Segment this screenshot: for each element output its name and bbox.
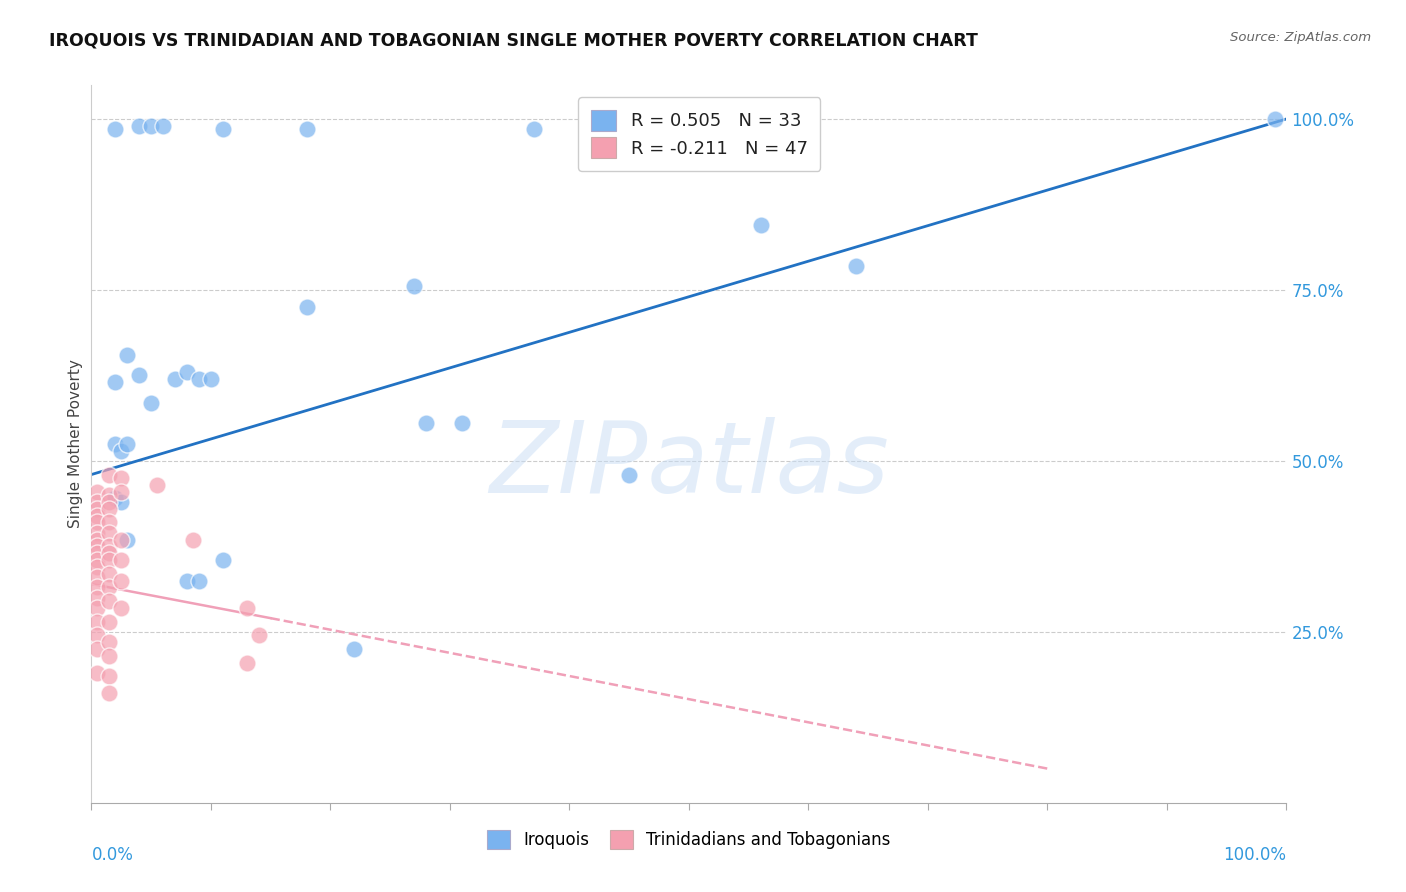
- Point: [235, 656, 259, 670]
- Point: [187, 372, 211, 386]
- Point: [295, 122, 318, 136]
- Point: [110, 495, 132, 509]
- Text: 0.0%: 0.0%: [91, 846, 134, 863]
- Y-axis label: Single Mother Poverty: Single Mother Poverty: [67, 359, 83, 528]
- Point: [86, 560, 108, 574]
- Point: [98, 495, 121, 509]
- Point: [110, 533, 132, 547]
- Point: [98, 525, 121, 540]
- Point: [98, 594, 121, 608]
- Point: [86, 665, 108, 680]
- Point: [98, 566, 121, 581]
- Point: [104, 491, 127, 506]
- Point: [110, 471, 132, 485]
- Point: [98, 553, 121, 567]
- Point: [404, 279, 426, 293]
- Point: [86, 591, 108, 605]
- Point: [98, 539, 121, 553]
- Text: ZIPatlas: ZIPatlas: [489, 417, 889, 514]
- Text: 100.0%: 100.0%: [1223, 846, 1286, 863]
- Text: IROQUOIS VS TRINIDADIAN AND TOBAGONIAN SINGLE MOTHER POVERTY CORRELATION CHART: IROQUOIS VS TRINIDADIAN AND TOBAGONIAN S…: [49, 31, 979, 49]
- Point: [141, 119, 162, 133]
- Point: [86, 628, 108, 642]
- Point: [98, 635, 121, 649]
- Point: [146, 478, 169, 492]
- Point: [343, 642, 366, 657]
- Point: [187, 574, 211, 588]
- Point: [163, 372, 186, 386]
- Point: [104, 436, 127, 450]
- Legend: Iroquois, Trinidadians and Tobagonians: Iroquois, Trinidadians and Tobagonians: [481, 823, 897, 855]
- Point: [86, 601, 108, 615]
- Point: [98, 488, 121, 502]
- Point: [98, 581, 121, 595]
- Point: [211, 122, 233, 136]
- Point: [98, 669, 121, 683]
- Point: [86, 642, 108, 657]
- Point: [98, 615, 121, 629]
- Point: [152, 119, 174, 133]
- Point: [98, 648, 121, 663]
- Point: [86, 553, 108, 567]
- Point: [1264, 112, 1286, 126]
- Point: [523, 122, 546, 136]
- Point: [845, 259, 868, 273]
- Point: [86, 525, 108, 540]
- Point: [98, 467, 121, 482]
- Point: [86, 533, 108, 547]
- Point: [115, 533, 138, 547]
- Point: [86, 495, 108, 509]
- Point: [98, 516, 121, 530]
- Point: [86, 501, 108, 516]
- Point: [115, 348, 138, 362]
- Point: [176, 574, 198, 588]
- Point: [235, 601, 259, 615]
- Point: [104, 376, 127, 390]
- Point: [176, 365, 198, 379]
- Text: Source: ZipAtlas.com: Source: ZipAtlas.com: [1230, 31, 1371, 45]
- Point: [181, 533, 204, 547]
- Point: [110, 601, 132, 615]
- Point: [86, 484, 108, 499]
- Point: [128, 368, 150, 383]
- Point: [98, 546, 121, 560]
- Point: [141, 396, 162, 410]
- Point: [295, 300, 318, 314]
- Point: [415, 416, 437, 430]
- Point: [86, 508, 108, 523]
- Point: [86, 615, 108, 629]
- Point: [115, 436, 138, 450]
- Point: [86, 539, 108, 553]
- Point: [110, 484, 132, 499]
- Point: [128, 119, 150, 133]
- Point: [98, 501, 121, 516]
- Point: [450, 416, 472, 430]
- Point: [98, 686, 121, 700]
- Point: [619, 467, 641, 482]
- Point: [104, 122, 127, 136]
- Point: [86, 581, 108, 595]
- Point: [247, 628, 270, 642]
- Point: [110, 574, 132, 588]
- Point: [749, 218, 772, 232]
- Point: [86, 516, 108, 530]
- Point: [110, 443, 132, 458]
- Point: [110, 553, 132, 567]
- Point: [200, 372, 222, 386]
- Point: [86, 546, 108, 560]
- Point: [86, 570, 108, 584]
- Point: [211, 553, 233, 567]
